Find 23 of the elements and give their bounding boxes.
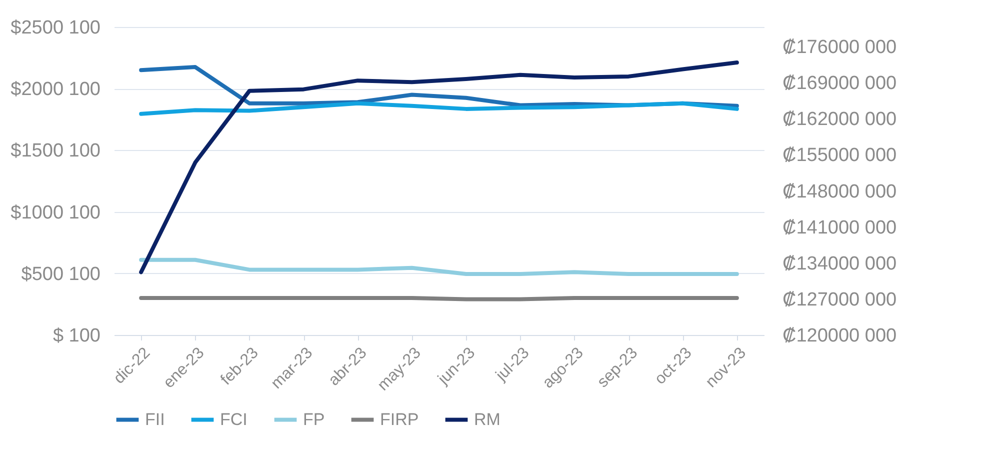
y-tick-label: $2000 100 [10,79,100,100]
y-tick-label: $1000 100 [10,202,100,224]
y2-tick-label: ₡155000 000 [782,145,897,166]
y-tick-label: $2500 100 [10,18,100,38]
y2-tick-label: ₡162000 000 [782,109,897,130]
legend-label: RM [474,410,500,429]
y2-tick-label: ₡176000 000 [782,37,897,58]
legend-label: FII [145,410,165,429]
y2-tick-label: ₡169000 000 [782,73,897,94]
y2-tick-label: ₡120000 000 [782,326,897,346]
line-series [139,101,739,116]
y-tick-label: $1500 100 [10,140,100,162]
y-tick-label: $500 100 [21,264,100,285]
legend-label: FCI [220,410,248,429]
y-tick-label: $ 100 [52,326,100,346]
y2-tick-label: ₡134000 000 [782,253,897,274]
legend-label: FIRP [380,410,419,429]
y2-tick-label: ₡148000 000 [782,181,897,202]
line-series [139,60,739,274]
y2-tick-label: ₡141000 000 [782,217,897,238]
y2-tick-label: ₡127000 000 [782,289,897,310]
line-series [139,258,739,276]
legend-label: FP [303,410,325,429]
